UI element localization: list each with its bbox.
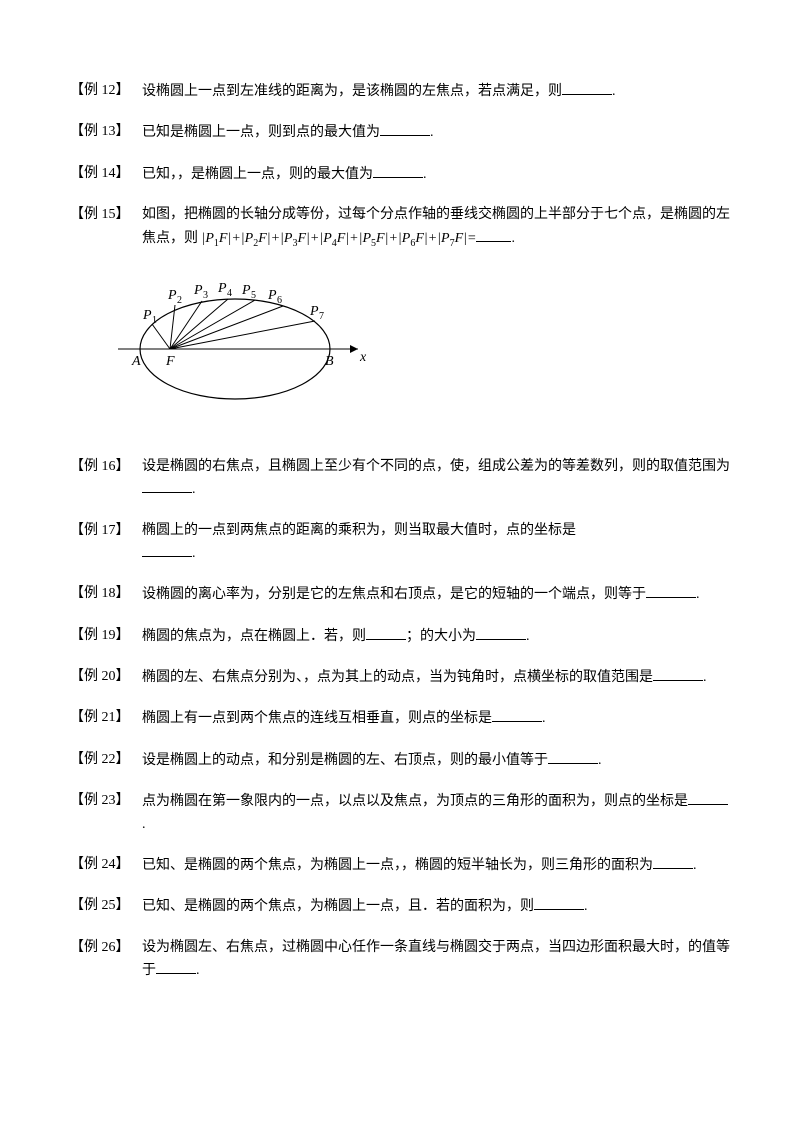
- answer-blank: [534, 895, 584, 910]
- svg-text:P: P: [309, 304, 319, 319]
- problem-text: 椭圆的焦点为，点在椭圆上．若，则: [142, 629, 366, 644]
- svg-text:P: P: [241, 283, 251, 298]
- example-16: 【例 16】 设是椭圆的右焦点，且椭圆上至少有个不同的点，使，组成公差为的等差数…: [70, 456, 730, 502]
- example-body: 设是椭圆的右焦点，且椭圆上至少有个不同的点，使，组成公差为的等差数列，则的取值范…: [142, 456, 730, 502]
- example-23: 【例 23】 点为椭圆在第一象限内的一点，以点以及焦点，为顶点的三角形的面积为，…: [70, 790, 730, 836]
- svg-text:5: 5: [251, 290, 256, 301]
- answer-blank: [380, 121, 430, 136]
- example-body: 椭圆的焦点为，点在椭圆上．若，则；的大小为.: [142, 625, 730, 648]
- example-25: 【例 25】 已知、是椭圆的两个焦点，为椭圆上一点，且．若的面积为，则.: [70, 895, 730, 918]
- problem-text: 设椭圆上一点到左准线的距离为，是该椭圆的左焦点，若点满足，则: [142, 84, 562, 99]
- example-label: 【例 19】: [70, 625, 142, 647]
- example-body: 椭圆的左、右焦点分别为、，点为其上的动点，当为钝角时，点横坐标的取值范围是.: [142, 666, 730, 689]
- problem-text: 设为椭圆左、右焦点，过椭圆中心任作一条直线与椭圆交于两点，当四边形面积最大时，的…: [142, 940, 730, 978]
- label-x: x: [359, 350, 367, 365]
- example-label: 【例 24】: [70, 854, 142, 876]
- problem-text: 已知是椭圆上一点，则到点的最大值为: [142, 125, 380, 140]
- answer-blank: [366, 625, 406, 640]
- svg-text:P: P: [142, 308, 152, 323]
- example-label: 【例 22】: [70, 749, 142, 771]
- answer-blank: [646, 583, 696, 598]
- svg-text:P: P: [267, 288, 277, 303]
- example-label: 【例 20】: [70, 666, 142, 688]
- problem-text: 设是椭圆的右焦点，且椭圆上至少有个不同的点，使，组成公差为的等差数列，则的取值范…: [142, 459, 730, 474]
- answer-blank: [562, 80, 612, 95]
- example-22: 【例 22】 设是椭圆上的动点，和分别是椭圆的左、右顶点，则的最小值等于.: [70, 749, 730, 772]
- example-26: 【例 26】 设为椭圆左、右焦点，过椭圆中心任作一条直线与椭圆交于两点，当四边形…: [70, 937, 730, 983]
- svg-text:1: 1: [152, 315, 157, 326]
- example-label: 【例 23】: [70, 790, 142, 812]
- svg-text:2: 2: [177, 295, 182, 306]
- label-A: A: [131, 354, 141, 369]
- answer-blank: [476, 227, 511, 242]
- problem-text: 已知、是椭圆的两个焦点，为椭圆上一点，，椭圆的短半轴长为，则三角形的面积为: [142, 858, 653, 873]
- page: 【例 12】 设椭圆上一点到左准线的距离为，是该椭圆的左焦点，若点满足，则. 【…: [0, 0, 800, 1041]
- example-label: 【例 16】: [70, 456, 142, 478]
- example-label: 【例 26】: [70, 937, 142, 959]
- example-14: 【例 14】 已知，，是椭圆上一点，则的最大值为.: [70, 163, 730, 186]
- example-18: 【例 18】 设椭圆的离心率为，分别是它的左焦点和右顶点，是它的短轴的一个端点，…: [70, 583, 730, 606]
- example-body: 设是椭圆上的动点，和分别是椭圆的左、右顶点，则的最小值等于.: [142, 749, 730, 772]
- example-body: 如图，把椭圆的长轴分成等份，过每个分点作轴的垂线交椭圆的上半部分于七个点，是椭圆…: [142, 204, 730, 251]
- answer-blank: [476, 625, 526, 640]
- example-21: 【例 21】 椭圆上有一点到两个焦点的连线互相垂直，则点的坐标是.: [70, 707, 730, 730]
- answer-blank: [548, 749, 598, 764]
- svg-text:3: 3: [203, 290, 208, 301]
- example-label: 【例 25】: [70, 895, 142, 917]
- problem-text: 设椭圆的离心率为，分别是它的左焦点和右顶点，是它的短轴的一个端点，则等于: [142, 587, 646, 602]
- example-body: 已知、是椭圆的两个焦点，为椭圆上一点，，椭圆的短半轴长为，则三角形的面积为.: [142, 854, 730, 877]
- problem-text: 已知，，是椭圆上一点，则的最大值为: [142, 167, 373, 182]
- example-19: 【例 19】 椭圆的焦点为，点在椭圆上．若，则；的大小为.: [70, 625, 730, 648]
- svg-text:6: 6: [277, 295, 282, 306]
- example-label: 【例 17】: [70, 520, 142, 542]
- answer-blank: [142, 478, 192, 493]
- svg-text:P: P: [193, 283, 203, 298]
- example-label: 【例 13】: [70, 121, 142, 143]
- label-B: B: [325, 354, 334, 369]
- svg-text:4: 4: [227, 288, 232, 299]
- label-F: F: [165, 354, 175, 369]
- example-body: 设椭圆上一点到左准线的距离为，是该椭圆的左焦点，若点满足，则.: [142, 80, 730, 103]
- formula: |P1F|+|P2F|+|P3F|+|P4F|+|P5F|+|P6F|+|P7F…: [202, 231, 477, 246]
- example-body: 椭圆上的一点到两焦点的距离的乘积为，则当取最大值时，点的坐标是.: [142, 520, 730, 566]
- example-12: 【例 12】 设椭圆上一点到左准线的距离为，是该椭圆的左焦点，若点满足，则.: [70, 80, 730, 103]
- answer-blank: [142, 542, 192, 557]
- example-17: 【例 17】 椭圆上的一点到两焦点的距离的乘积为，则当取最大值时，点的坐标是.: [70, 520, 730, 566]
- example-body: 已知、是椭圆的两个焦点，为椭圆上一点，且．若的面积为，则.: [142, 895, 730, 918]
- example-body: 已知是椭圆上一点，则到点的最大值为.: [142, 121, 730, 144]
- example-20: 【例 20】 椭圆的左、右焦点分别为、，点为其上的动点，当为钝角时，点横坐标的取…: [70, 666, 730, 689]
- answer-blank: [492, 707, 542, 722]
- example-label: 【例 12】: [70, 80, 142, 102]
- answer-blank: [373, 163, 423, 178]
- example-15: 【例 15】 如图，把椭圆的长轴分成等份，过每个分点作轴的垂线交椭圆的上半部分于…: [70, 204, 730, 251]
- example-label: 【例 14】: [70, 163, 142, 185]
- svg-text:P: P: [217, 281, 227, 296]
- problem-text: 点为椭圆在第一象限内的一点，以点以及焦点，为顶点的三角形的面积为，则点的坐标是: [142, 794, 688, 809]
- answer-blank: [156, 959, 196, 974]
- example-13: 【例 13】 已知是椭圆上一点，则到点的最大值为.: [70, 121, 730, 144]
- problem-text: 设是椭圆上的动点，和分别是椭圆的左、右顶点，则的最小值等于: [142, 753, 548, 768]
- svg-text:7: 7: [319, 311, 324, 322]
- ellipse-diagram: P1 P2 P3 P4 P5 P6 P7 A F B x: [110, 269, 730, 427]
- example-body: 椭圆上有一点到两个焦点的连线互相垂直，则点的坐标是.: [142, 707, 730, 730]
- answer-blank: [688, 790, 728, 805]
- example-24: 【例 24】 已知、是椭圆的两个焦点，为椭圆上一点，，椭圆的短半轴长为，则三角形…: [70, 854, 730, 877]
- answer-blank: [653, 666, 703, 681]
- problem-text: 椭圆上有一点到两个焦点的连线互相垂直，则点的坐标是: [142, 711, 492, 726]
- example-body: 已知，，是椭圆上一点，则的最大值为.: [142, 163, 730, 186]
- answer-blank: [653, 854, 693, 869]
- problem-text: 已知、是椭圆的两个焦点，为椭圆上一点，且．若的面积为，则: [142, 899, 534, 914]
- problem-text: 椭圆的左、右焦点分别为、，点为其上的动点，当为钝角时，点横坐标的取值范围是: [142, 670, 653, 685]
- example-body: 设为椭圆左、右焦点，过椭圆中心任作一条直线与椭圆交于两点，当四边形面积最大时，的…: [142, 937, 730, 983]
- problem-text: 椭圆上的一点到两焦点的距离的乘积为，则当取最大值时，点的坐标是: [142, 523, 576, 538]
- example-label: 【例 18】: [70, 583, 142, 605]
- example-label: 【例 21】: [70, 707, 142, 729]
- example-body: 点为椭圆在第一象限内的一点，以点以及焦点，为顶点的三角形的面积为，则点的坐标是.: [142, 790, 730, 836]
- example-body: 设椭圆的离心率为，分别是它的左焦点和右顶点，是它的短轴的一个端点，则等于.: [142, 583, 730, 606]
- svg-text:P: P: [167, 288, 177, 303]
- example-label: 【例 15】: [70, 204, 142, 226]
